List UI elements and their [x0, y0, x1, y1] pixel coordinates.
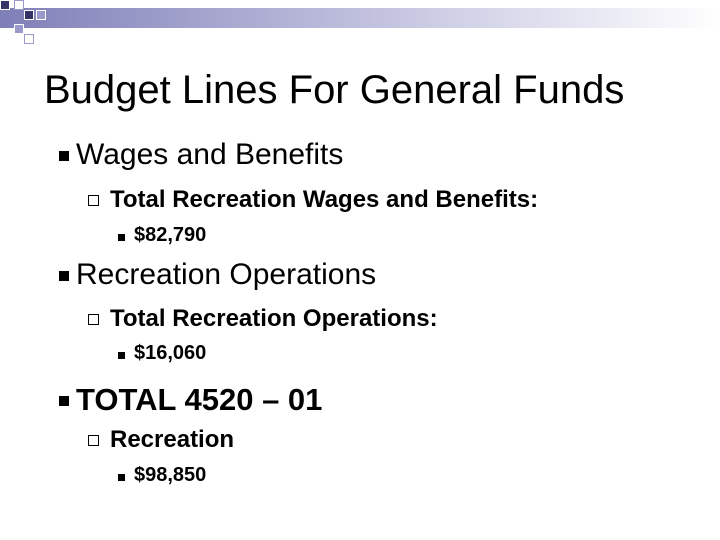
small-square-bullet-icon — [118, 234, 125, 241]
bullet-item-operations: Recreation Operations — [76, 258, 377, 291]
decor-square — [24, 10, 34, 20]
small-square-bullet-icon — [118, 474, 125, 481]
sub-item-total-operations: Total Recreation Operations: — [110, 305, 438, 332]
value-operations: $16,060 — [134, 342, 207, 364]
value-total: $98,850 — [134, 464, 207, 486]
bullet-item-wages: Wages and Benefits — [76, 138, 344, 171]
square-bullet-icon — [59, 151, 69, 161]
top-decorative-band — [0, 8, 720, 28]
decor-square — [36, 10, 46, 20]
decor-square — [24, 34, 34, 44]
hollow-square-bullet-icon — [88, 435, 99, 446]
decor-square — [14, 0, 24, 10]
slide-title: Budget Lines For General Funds — [44, 68, 625, 112]
hollow-square-bullet-icon — [88, 314, 99, 325]
hollow-square-bullet-icon — [88, 195, 99, 206]
sub-item-total-wages: Total Recreation Wages and Benefits: — [110, 186, 539, 213]
square-bullet-icon — [59, 271, 69, 281]
bullet-item-total: TOTAL 4520 – 01 — [76, 382, 323, 417]
small-square-bullet-icon — [118, 352, 125, 359]
decor-square — [0, 0, 10, 10]
square-bullet-icon — [59, 396, 69, 406]
decor-square — [14, 24, 24, 34]
sub-item-recreation: Recreation — [110, 426, 235, 453]
corner-squares-decoration — [0, 0, 60, 48]
value-wages: $82,790 — [134, 224, 207, 246]
